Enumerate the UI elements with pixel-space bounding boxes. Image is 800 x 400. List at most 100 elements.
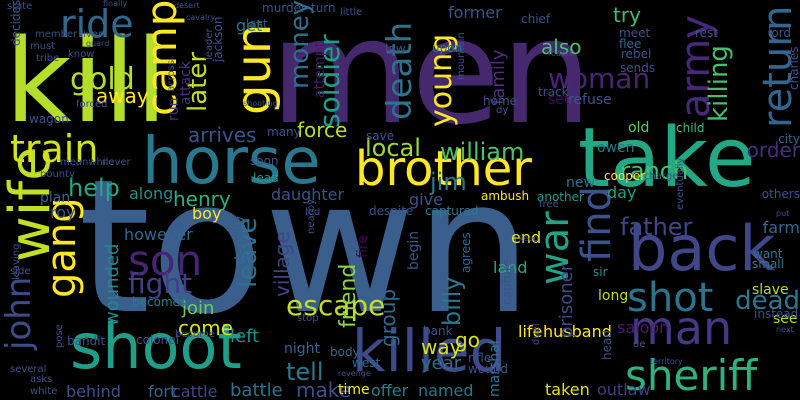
word-robert: robert: [548, 49, 573, 58]
word-cooper: cooper: [604, 169, 646, 183]
word-force: force: [297, 118, 348, 142]
word-sheriff: sheriff: [625, 351, 758, 400]
word-boy: boy: [192, 204, 222, 223]
word-see: see: [773, 311, 798, 327]
word-william: william: [440, 138, 525, 166]
word-west: west: [352, 356, 381, 370]
word-ride: ride: [60, 2, 134, 46]
word-never: never: [102, 157, 131, 168]
word-white: white: [30, 386, 58, 397]
word-keep: keep: [519, 234, 539, 243]
word-free: free: [539, 199, 559, 210]
word-woman: woman: [548, 62, 651, 95]
word-billy: billy: [438, 276, 466, 326]
word-former: former: [448, 3, 502, 22]
word-killed: killed: [352, 317, 507, 385]
word-bank: bank: [423, 324, 453, 338]
word-train: train: [10, 127, 99, 171]
word-brother: brother: [355, 141, 533, 197]
word-make: make: [296, 378, 351, 400]
word-stop: stop: [297, 313, 319, 324]
word-battle: battle: [230, 380, 283, 400]
word-attack: attack: [178, 61, 194, 105]
word-captured: captured: [425, 204, 479, 218]
word-track: track: [538, 85, 569, 99]
word-left: left: [230, 326, 260, 347]
word-last: last: [246, 17, 268, 31]
word-bounty: bounty: [40, 169, 75, 180]
word-rifle: rifle: [468, 351, 492, 365]
word-chief: chief: [521, 12, 551, 26]
word-go: go: [455, 328, 480, 352]
word-owen: owen: [597, 140, 635, 156]
word-pose: pose: [54, 324, 65, 348]
word-join: join: [182, 298, 215, 319]
word-ranch: ranch: [620, 157, 689, 185]
word-charles: charles: [787, 46, 800, 90]
word-duel: duel: [531, 323, 542, 345]
word-year: year: [421, 353, 462, 374]
word-meanwhile: meanwhile: [60, 157, 115, 168]
word-men: men: [270, 0, 593, 157]
word-set: set: [548, 92, 570, 108]
word-local: local: [365, 134, 421, 162]
word-meet: meet: [619, 26, 651, 40]
word-begin: begin: [406, 230, 422, 270]
word-refuse: refuse: [568, 92, 612, 108]
word-another: another: [537, 190, 584, 204]
word-escape: escape: [286, 289, 386, 322]
word-friend: friend: [336, 263, 361, 328]
word-small: small: [752, 257, 784, 271]
word-know: know: [68, 49, 95, 60]
word-next: next: [776, 325, 794, 334]
word-john: john: [0, 276, 39, 350]
word-town: town: [78, 139, 533, 355]
word-side: side: [10, 266, 31, 277]
word-named: named: [418, 381, 474, 400]
word-guard: guard: [86, 39, 110, 48]
word-come: come: [178, 316, 234, 340]
word-rebel: rebel: [621, 47, 652, 61]
word-eventually: eventually: [675, 157, 686, 210]
word-fire: fire: [355, 235, 371, 258]
word-must: must: [30, 41, 56, 52]
word-prisoner: prisoner: [556, 263, 577, 338]
word-wound: wound: [468, 362, 508, 376]
word-mountain: mountain: [456, 32, 467, 80]
word-fort: fort: [148, 382, 177, 400]
word-henry: henry: [173, 187, 231, 211]
word-husband: husband: [543, 322, 612, 341]
word-asks: asks: [30, 374, 53, 385]
word-slave: slave: [752, 282, 789, 298]
word-however: however: [124, 225, 193, 244]
word-bandit: bandit: [67, 334, 106, 348]
word-new: new: [566, 175, 595, 191]
word-plan: plan: [40, 190, 71, 206]
word-jackson: jackson: [211, 16, 225, 62]
word-help: help: [68, 174, 120, 202]
word-gold: gold: [70, 62, 135, 97]
word-body: body: [330, 345, 360, 359]
word-son: son: [128, 236, 203, 285]
word-group: group: [376, 288, 400, 347]
word-death: death: [380, 21, 420, 120]
word-behind: behind: [66, 382, 121, 400]
word-land: land: [493, 258, 528, 277]
word-charge: charge: [644, 171, 679, 182]
word-dy: dy: [496, 105, 509, 116]
word-fight: fight: [128, 267, 193, 300]
word-little: little: [340, 7, 363, 18]
word-deputy: deputy: [233, 215, 249, 265]
word-day: day: [607, 183, 637, 202]
word-give: give: [409, 190, 443, 209]
word-lead: lead: [253, 171, 279, 185]
word-city: city: [778, 132, 800, 146]
word-state: state: [7, 1, 33, 12]
word-forced: forced: [76, 99, 108, 110]
word-save: save: [366, 129, 395, 143]
word-kill: kill: [5, 15, 168, 149]
word-tribe: tribe: [36, 53, 60, 64]
word-offer: offer: [371, 381, 409, 400]
word-away: away: [96, 84, 149, 108]
